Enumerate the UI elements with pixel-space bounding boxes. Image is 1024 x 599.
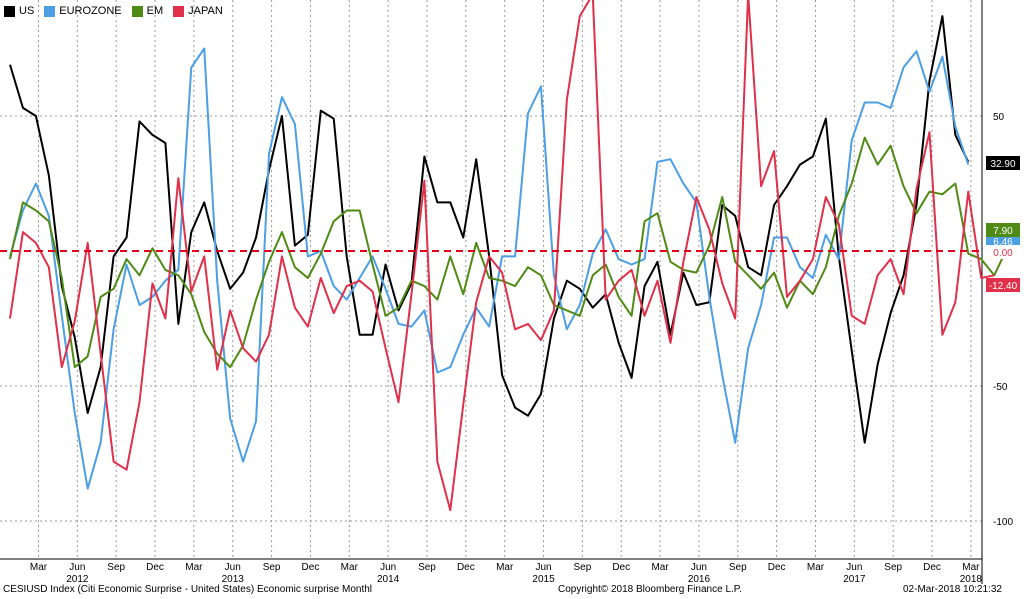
value-tag-japan-bg: [986, 278, 1020, 292]
x-tick-label-month: Jun: [225, 562, 241, 573]
x-tick-label-month: Sep: [263, 562, 281, 573]
value-tag-eurozone: 6.46: [993, 237, 1013, 248]
x-tick-label-month: Sep: [418, 562, 436, 573]
x-tick-label-month: Mar: [651, 562, 669, 573]
legend-label: EM: [146, 5, 164, 17]
legend-swatch: [4, 5, 15, 17]
x-tick-label-month: Mar: [30, 562, 48, 573]
x-tick-label-year: 2012: [66, 574, 89, 585]
series-line-em: [9, 136, 1009, 369]
x-tick-label-year: 2018: [960, 574, 983, 585]
value-tags: 6.46 32.90 7.90 0.00 -12.40: [986, 156, 1020, 292]
x-tick-label-month: Dec: [768, 562, 786, 573]
y-tick-label: 50: [993, 112, 1005, 123]
x-tick-label-month: Dec: [302, 562, 320, 573]
x-tick-label-month: Jun: [691, 562, 707, 573]
x-tick-label-month: Mar: [496, 562, 514, 573]
gridlines: [0, 0, 982, 559]
legend-label: JAPAN: [188, 5, 223, 17]
value-tag-us-bg: [986, 156, 1020, 170]
copyright-text: Copyright© 2018 Bloomberg Finance L.P.: [558, 584, 742, 595]
value-tag-eurozone-bg: [986, 234, 1020, 248]
x-tick-label-year: 2013: [222, 574, 245, 585]
x-tick-label-year: 2017: [843, 574, 866, 585]
y-tick-label: -50: [993, 382, 1008, 393]
y-tick-label: -100: [993, 517, 1013, 528]
x-tick-label-month: Mar: [341, 562, 359, 573]
series-line-us: [9, 15, 970, 444]
legend-label: EUROZONE: [59, 5, 122, 17]
x-tick-label-month: Mar: [185, 562, 203, 573]
axis-tick-labels: Mar Jun Sep Dec Mar Jun Sep Dec Mar Jun Sep Dec Mar J…: [30, 112, 1014, 585]
value-tag-us: 32.90: [990, 159, 1015, 170]
legend: US EUROZONE EM JAPAN: [4, 5, 223, 17]
x-tick-label-month: Sep: [573, 562, 591, 573]
legend-item-us: US: [4, 5, 34, 17]
legend-item-eurozone: EUROZONE: [44, 5, 122, 17]
x-tick-label-month: Jun: [846, 562, 862, 573]
value-tag-zero: 0.00: [993, 248, 1013, 259]
x-tick-label-month: Jun: [535, 562, 551, 573]
x-tick-label-year: 2014: [377, 574, 400, 585]
legend-item-em: EM: [131, 5, 164, 17]
legend-swatch: [131, 5, 143, 17]
value-tag-em: 7.90: [993, 226, 1013, 237]
x-tick-label-month: Mar: [962, 562, 980, 573]
timestamp: 02-Mar-2018 10:21:32: [903, 584, 1002, 595]
x-tick-label-month: Sep: [729, 562, 747, 573]
x-tick-label-month: Dec: [923, 562, 941, 573]
series-line-japan: [9, 0, 995, 512]
legend-item-japan: JAPAN: [173, 5, 223, 17]
x-tick-label-month: Sep: [884, 562, 902, 573]
x-tick-label-month: Dec: [146, 562, 164, 573]
x-tick-label-month: Dec: [457, 562, 475, 573]
x-tick-label-month: Dec: [612, 562, 630, 573]
series-lines: [9, 0, 1009, 512]
x-tick-label-month: Mar: [807, 562, 825, 573]
value-tag-em-bg: [986, 223, 1020, 237]
value-tag-japan: -12.40: [989, 281, 1018, 292]
value-tag-zero-bg: [986, 245, 1020, 259]
x-tick-label-month: Sep: [107, 562, 125, 573]
legend-swatch: [44, 5, 56, 17]
x-tick-label-month: Jun: [69, 562, 85, 573]
x-tick-label-year: 2015: [532, 574, 555, 585]
index-description: CESIUSD Index (Citi Economic Surprise - …: [3, 584, 373, 595]
x-tick-label-month: Jun: [380, 562, 396, 573]
x-tick-label-year: 2016: [688, 574, 711, 585]
legend-label: US: [19, 5, 35, 17]
legend-swatch: [173, 5, 185, 17]
